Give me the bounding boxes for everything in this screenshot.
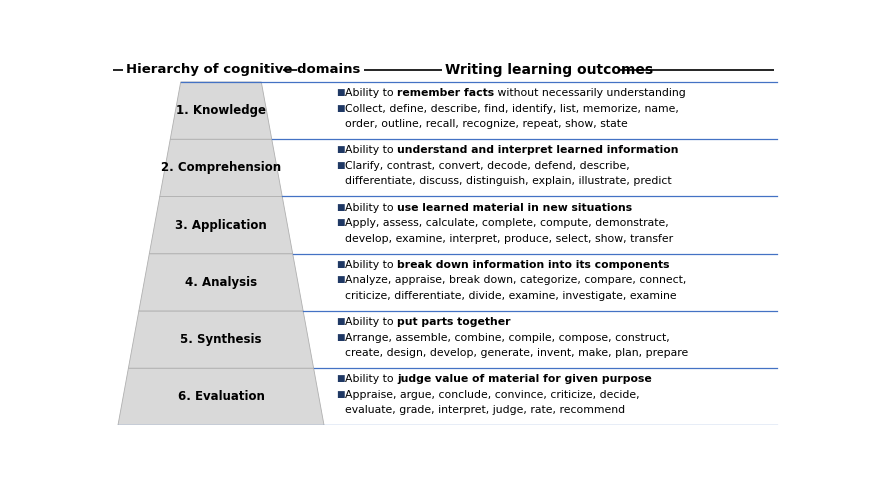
Text: ■: ■: [336, 374, 345, 383]
Polygon shape: [170, 82, 272, 139]
Text: ■: ■: [336, 260, 345, 269]
Text: ■: ■: [336, 275, 345, 284]
Text: ■: ■: [336, 88, 345, 97]
Text: differentiate, discuss, distinguish, explain, illustrate, predict: differentiate, discuss, distinguish, exp…: [345, 176, 672, 186]
Text: Appraise, argue, conclude, convince, criticize, decide,: Appraise, argue, conclude, convince, cri…: [345, 390, 640, 400]
Polygon shape: [149, 196, 293, 254]
Text: evaluate, grade, interpret, judge, rate, recommend: evaluate, grade, interpret, judge, rate,…: [345, 405, 625, 415]
Text: 4. Analysis: 4. Analysis: [185, 276, 257, 289]
Text: create, design, develop, generate, invent, make, plan, prepare: create, design, develop, generate, inven…: [345, 348, 688, 358]
Text: 1. Knowledge: 1. Knowledge: [176, 104, 266, 117]
Text: remember facts: remember facts: [397, 88, 494, 98]
Polygon shape: [118, 368, 324, 425]
Polygon shape: [139, 254, 303, 311]
Text: Apply, assess, calculate, complete, compute, demonstrate,: Apply, assess, calculate, complete, comp…: [345, 218, 669, 228]
Polygon shape: [160, 139, 282, 196]
Text: Clarify, contrast, convert, decode, defend, describe,: Clarify, contrast, convert, decode, defe…: [345, 161, 630, 171]
Text: Hierarchy of cognitive domains: Hierarchy of cognitive domains: [126, 63, 360, 76]
Text: ■: ■: [336, 390, 345, 399]
Text: ■: ■: [336, 218, 345, 227]
Text: Ability to: Ability to: [345, 260, 397, 270]
Text: Ability to: Ability to: [345, 374, 397, 384]
Text: ■: ■: [336, 161, 345, 170]
Text: criticize, differentiate, divide, examine, investigate, examine: criticize, differentiate, divide, examin…: [345, 291, 677, 301]
Text: understand and interpret learned information: understand and interpret learned informa…: [397, 145, 679, 155]
Text: Writing learning outcomes: Writing learning outcomes: [445, 63, 653, 76]
Text: Ability to: Ability to: [345, 203, 397, 213]
Text: Collect, define, describe, find, identify, list, memorize, name,: Collect, define, describe, find, identif…: [345, 104, 679, 114]
Text: without necessarily understanding: without necessarily understanding: [494, 88, 686, 98]
Text: Arrange, assemble, combine, compile, compose, construct,: Arrange, assemble, combine, compile, com…: [345, 333, 670, 343]
Text: ■: ■: [336, 317, 345, 326]
Text: Ability to: Ability to: [345, 88, 397, 98]
Text: ■: ■: [336, 333, 345, 342]
Text: judge value of material for given purpose: judge value of material for given purpos…: [397, 374, 652, 384]
Text: ■: ■: [336, 203, 345, 212]
Text: Analyze, appraise, break down, categorize, compare, connect,: Analyze, appraise, break down, categoriz…: [345, 275, 687, 285]
Text: Ability to: Ability to: [345, 317, 397, 327]
Text: 3. Application: 3. Application: [176, 218, 267, 232]
Text: 2. Comprehension: 2. Comprehension: [161, 162, 281, 174]
Text: ■: ■: [336, 104, 345, 113]
Text: put parts together: put parts together: [397, 317, 511, 327]
Text: order, outline, recall, recognize, repeat, show, state: order, outline, recall, recognize, repea…: [345, 119, 627, 129]
Text: 5. Synthesis: 5. Synthesis: [180, 333, 262, 346]
Text: break down information into its components: break down information into its componen…: [397, 260, 670, 270]
Text: 6. Evaluation: 6. Evaluation: [177, 391, 264, 403]
Text: Ability to: Ability to: [345, 145, 397, 155]
Text: develop, examine, interpret, produce, select, show, transfer: develop, examine, interpret, produce, se…: [345, 234, 673, 244]
Text: ■: ■: [336, 145, 345, 154]
Text: use learned material in new situations: use learned material in new situations: [397, 203, 633, 213]
Polygon shape: [129, 311, 314, 368]
